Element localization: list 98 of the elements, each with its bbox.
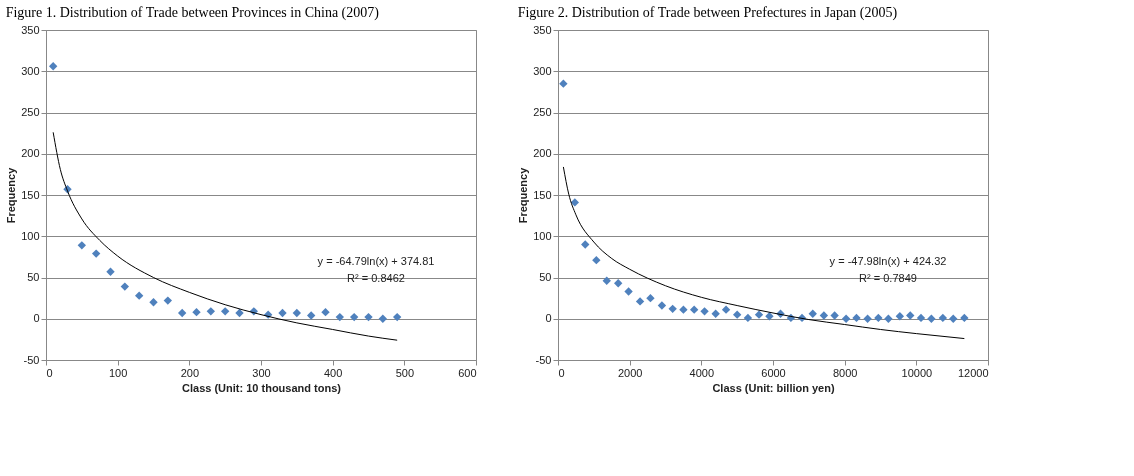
point bbox=[916, 313, 926, 323]
point bbox=[884, 314, 893, 323]
point bbox=[711, 309, 720, 318]
point bbox=[120, 282, 130, 291]
point bbox=[949, 314, 958, 323]
point bbox=[106, 267, 115, 276]
point bbox=[163, 296, 173, 305]
point bbox=[721, 305, 731, 314]
point bbox=[614, 279, 623, 288]
x-tick-label: 2000 bbox=[617, 366, 643, 379]
point bbox=[960, 313, 969, 323]
y-tick-label: 150 bbox=[21, 188, 40, 201]
point bbox=[559, 79, 568, 88]
y-axis-title: Frequency bbox=[5, 166, 18, 224]
y-tick-label: 350 bbox=[533, 23, 552, 36]
point bbox=[602, 276, 611, 285]
y-tick-label: 200 bbox=[533, 147, 552, 160]
y-tick-label: 250 bbox=[533, 106, 552, 118]
y-tick-label: 0 bbox=[545, 312, 552, 325]
point bbox=[646, 293, 655, 303]
point bbox=[657, 301, 667, 310]
y-tick-label: 150 bbox=[533, 188, 552, 201]
point bbox=[765, 312, 774, 321]
point bbox=[743, 313, 753, 323]
point bbox=[732, 310, 742, 319]
point bbox=[134, 291, 144, 300]
point bbox=[206, 307, 216, 316]
point bbox=[149, 298, 158, 307]
point bbox=[581, 240, 590, 249]
point bbox=[938, 313, 948, 323]
point bbox=[689, 305, 699, 314]
point bbox=[819, 311, 829, 320]
y-tick-label: -50 bbox=[535, 353, 552, 366]
y-tick-label: 250 bbox=[21, 106, 40, 118]
point bbox=[321, 307, 330, 317]
point bbox=[378, 314, 388, 323]
point bbox=[292, 308, 302, 318]
chart-title: Figure 1. Distribution of Trade between Provinces in China (2007) bbox=[5, 5, 380, 21]
point bbox=[91, 249, 101, 258]
point bbox=[349, 312, 359, 322]
x-tick-label: 200 bbox=[180, 366, 200, 379]
x-tick-label: 100 bbox=[108, 366, 128, 379]
point bbox=[77, 241, 87, 250]
y-tick-label: 350 bbox=[21, 23, 40, 36]
point bbox=[895, 312, 905, 321]
x-tick-label: 8000 bbox=[832, 366, 858, 379]
x-tick-label: 0 bbox=[46, 366, 53, 379]
point bbox=[852, 313, 861, 323]
x-tick-label: 600 bbox=[458, 366, 477, 379]
x-tick-label: 500 bbox=[395, 366, 415, 379]
x-tick-label: 0 bbox=[558, 366, 565, 379]
annotation: R² = 0.7849 bbox=[859, 272, 917, 284]
point bbox=[635, 297, 645, 306]
point bbox=[48, 62, 58, 71]
y-tick-label: -50 bbox=[23, 353, 40, 366]
y-tick-label: 300 bbox=[533, 64, 552, 77]
point bbox=[754, 310, 764, 319]
line-series bbox=[562, 166, 965, 340]
point bbox=[335, 312, 345, 322]
y-tick-label: 100 bbox=[533, 229, 552, 242]
x-tick-label: 10000 bbox=[901, 366, 933, 379]
x-tick-label: 4000 bbox=[689, 366, 715, 379]
x-tick-label: 300 bbox=[252, 366, 271, 379]
x-axis-title: Class (Unit: 10 thousand tons) bbox=[182, 381, 342, 394]
point bbox=[592, 255, 601, 265]
point bbox=[700, 307, 709, 316]
point bbox=[863, 314, 872, 323]
point bbox=[808, 309, 817, 318]
y-tick-label: 50 bbox=[539, 271, 552, 283]
x-tick-label: 400 bbox=[323, 366, 343, 379]
y-tick-label: 0 bbox=[33, 312, 40, 325]
x-axis-title: Class (Unit: billion yen) bbox=[712, 381, 835, 394]
point bbox=[874, 313, 883, 323]
point bbox=[220, 307, 230, 316]
point bbox=[392, 312, 402, 322]
annotation: y = -64.79ln(x) + 374.81 bbox=[317, 255, 435, 267]
point bbox=[192, 307, 201, 317]
y-axis-title: Frequency bbox=[517, 166, 530, 224]
x-tick-label: 12000 bbox=[957, 366, 989, 379]
point bbox=[679, 305, 688, 314]
y-tick-label: 100 bbox=[21, 229, 40, 242]
annotation: R² = 0.8462 bbox=[347, 272, 405, 284]
point bbox=[624, 287, 633, 296]
point bbox=[177, 308, 187, 318]
point bbox=[906, 311, 915, 320]
y-tick-label: 300 bbox=[21, 64, 40, 77]
x-tick-label: 6000 bbox=[761, 366, 786, 379]
chart-title: Figure 2. Distribution of Trade between Prefectures in Japan (2005) bbox=[517, 5, 898, 21]
point bbox=[927, 314, 936, 323]
point bbox=[306, 311, 316, 320]
y-tick-label: 50 bbox=[27, 271, 40, 283]
point bbox=[278, 308, 287, 318]
point bbox=[668, 304, 677, 314]
point bbox=[841, 314, 851, 323]
point bbox=[364, 312, 373, 322]
y-tick-label: 200 bbox=[21, 147, 40, 160]
point bbox=[830, 311, 839, 320]
annotation: y = -47.98ln(x) + 424.32 bbox=[829, 255, 947, 267]
